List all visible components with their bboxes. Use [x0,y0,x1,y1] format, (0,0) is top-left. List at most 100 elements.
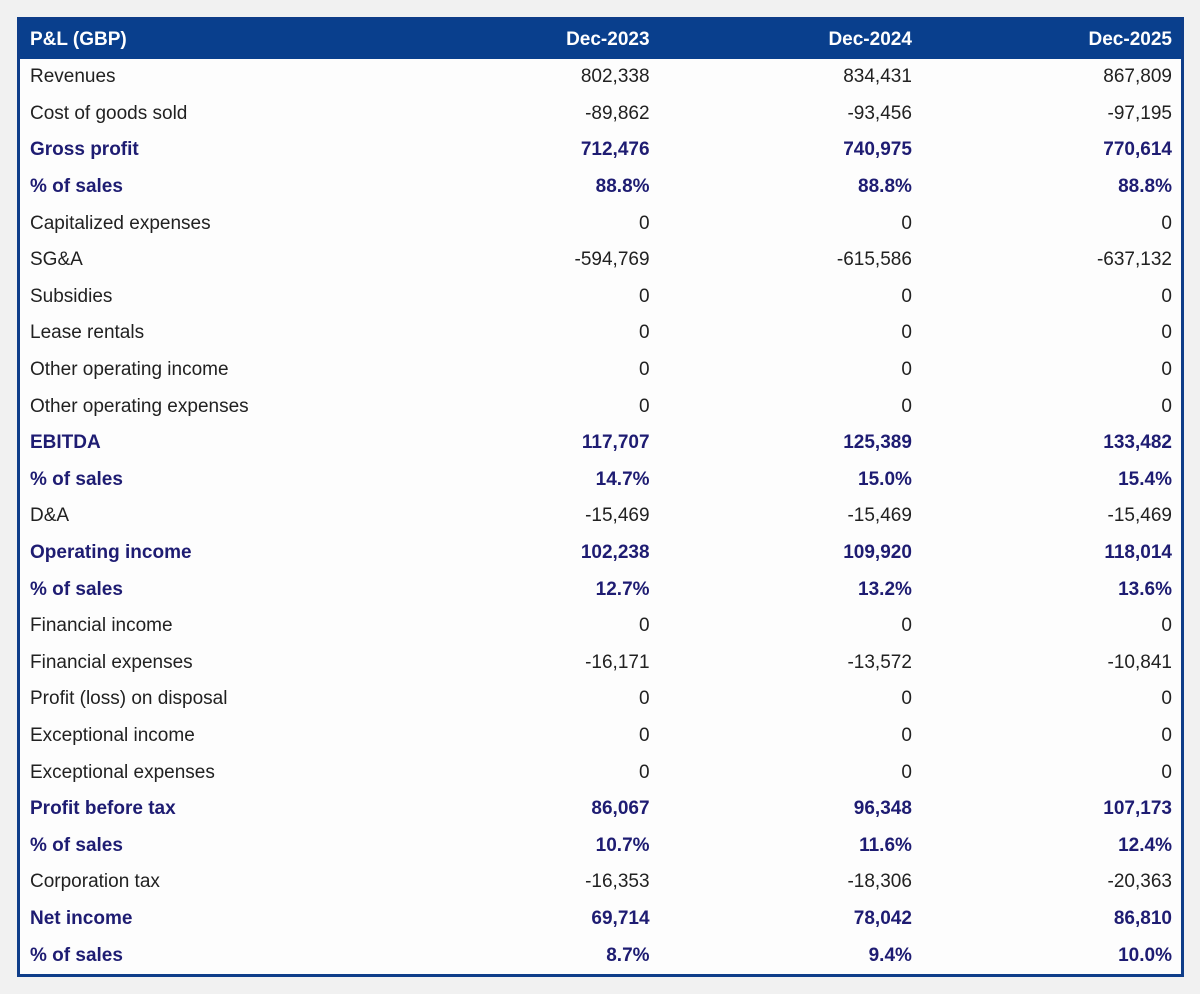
cell-value: 0 [638,761,650,783]
table-row: Profit before tax 86,067 96,348 107,173 [20,791,1181,828]
column-header-dec-2023: Dec-2023 [566,28,650,50]
cell-value: 102,238 [580,542,650,564]
cell-value: 0 [1161,761,1172,783]
cell-value: -15,469 [1107,505,1172,527]
row-label: Subsidies [30,285,113,307]
cell-value: 86,810 [1113,907,1172,929]
cell-value: 107,173 [1103,798,1172,820]
cell-value: 15.4% [1118,468,1172,490]
cell-value: 133,482 [1103,432,1172,454]
cell-value: 867,809 [1103,66,1172,88]
cell-value: -15,469 [585,505,650,527]
row-label: Financial income [30,615,173,637]
cell-value: 0 [901,724,912,746]
cell-value: 0 [901,285,912,307]
cell-value: 0 [638,724,650,746]
cell-value: 12.4% [1118,834,1172,856]
cell-value: -10,841 [1107,651,1172,673]
cell-value: 15.0% [858,468,912,490]
table-row: Operating income 102,238 109,920 118,014 [20,535,1181,572]
cell-value: 88.8% [1118,176,1172,198]
cell-value: 0 [901,761,912,783]
row-label: SG&A [30,249,83,271]
cell-value: 0 [901,395,912,417]
cell-value: 834,431 [843,66,912,88]
table-row: Corporation tax -16,353 -18,306 -20,363 [20,864,1181,901]
cell-value: 78,042 [853,907,912,929]
table-row: % of sales 8.7% 9.4% 10.0% [20,937,1181,974]
cell-value: 712,476 [580,139,650,161]
row-label: Financial expenses [30,651,193,673]
row-label: Gross profit [30,139,139,161]
table-row: Net income 69,714 78,042 86,810 [20,901,1181,938]
cell-value: -16,353 [585,871,650,893]
cell-value: 13.6% [1118,578,1172,600]
row-label: Other operating income [30,359,229,381]
table-row: Exceptional expenses 0 0 0 [20,754,1181,791]
cell-value: 0 [901,212,912,234]
cell-value: -97,195 [1107,102,1172,124]
row-label: Profit (loss) on disposal [30,688,228,710]
column-header-dec-2025: Dec-2025 [1088,28,1172,50]
cell-value: 10.0% [1118,944,1172,966]
cell-value: 13.2% [858,578,912,600]
cell-value: 0 [638,359,650,381]
row-label: D&A [30,505,70,527]
cell-value: 109,920 [843,542,912,564]
row-label: Operating income [30,542,192,564]
cell-value: 740,975 [843,139,912,161]
cell-value: 0 [901,359,912,381]
table-row: % of sales 10.7% 11.6% 12.4% [20,827,1181,864]
cell-value: 88.8% [858,176,912,198]
cell-value: 0 [1161,395,1172,417]
pl-statement-table: P&L (GBP) Dec-2023 Dec-2024 Dec-2025 Rev… [17,17,1184,977]
cell-value: 8.7% [606,944,650,966]
cell-value: 0 [901,688,912,710]
cell-value: 0 [638,688,650,710]
table-row: Financial income 0 0 0 [20,608,1181,645]
cell-value: -89,862 [585,102,650,124]
cell-value: -93,456 [847,102,912,124]
cell-value: 118,014 [1104,542,1172,564]
cell-value: 0 [638,212,650,234]
cell-value: 10.7% [595,834,650,856]
table-row: Lease rentals 0 0 0 [20,315,1181,352]
row-label: Other operating expenses [30,395,249,417]
row-label: % of sales [30,176,123,198]
cell-value: 0 [901,615,912,637]
cell-value: 86,067 [591,798,650,820]
cell-value: 96,348 [853,798,912,820]
cell-value: -20,363 [1107,871,1172,893]
row-label: EBITDA [30,432,101,454]
cell-value: 0 [638,615,650,637]
table-row: Other operating expenses 0 0 0 [20,388,1181,425]
cell-value: -18,306 [847,871,912,893]
cell-value: -594,769 [574,249,650,271]
cell-value: 12.7% [595,578,650,600]
cell-value: 0 [638,322,650,344]
cell-value: 770,614 [1103,139,1172,161]
row-label: Cost of goods sold [30,102,188,124]
cell-value: 0 [1161,359,1172,381]
cell-value: 0 [1161,688,1172,710]
cell-value: 88.8% [595,176,650,198]
row-label: Revenues [30,66,116,88]
table-row: Cost of goods sold -89,862 -93,456 -97,195 [20,96,1181,133]
row-label: Profit before tax [30,798,176,820]
table-row: Gross profit 712,476 740,975 770,614 [20,132,1181,169]
cell-value: -13,572 [847,651,912,673]
row-label: % of sales [30,468,123,490]
row-label: Exceptional income [30,724,195,746]
table-row: Capitalized expenses 0 0 0 [20,205,1181,242]
cell-value: -15,469 [847,505,912,527]
table-row: EBITDA 117,707 125,389 133,482 [20,425,1181,462]
row-label: % of sales [30,944,123,966]
table-header-row: P&L (GBP) Dec-2023 Dec-2024 Dec-2025 [20,20,1181,59]
cell-value: -16,171 [585,651,650,673]
table-row: Revenues 802,338 834,431 867,809 [20,59,1181,96]
row-label: Capitalized expenses [30,212,211,234]
cell-value: 117,707 [581,432,650,454]
cell-value: 802,338 [580,66,650,88]
cell-value: 69,714 [591,907,650,929]
row-label: Net income [30,907,133,929]
